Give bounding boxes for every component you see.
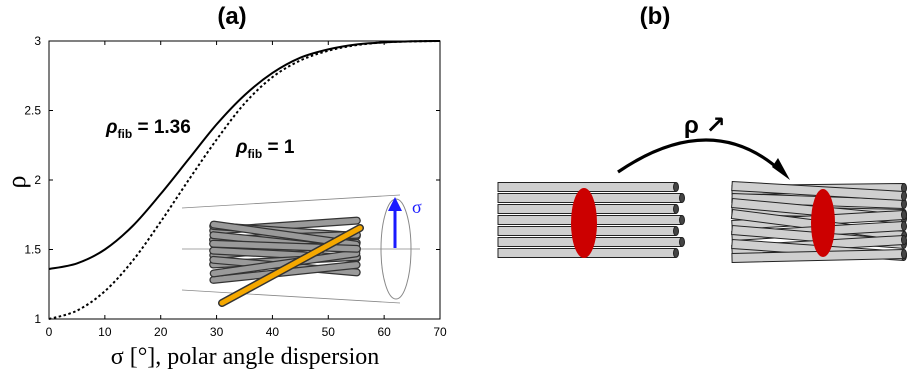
x-tick-label: 20: [154, 325, 168, 339]
panel-b-illustration: ρ ↗: [497, 112, 908, 264]
x-tick-label: 50: [322, 325, 336, 339]
solid-annotation-sub: fib: [118, 127, 133, 141]
series-line-rho-fib-1: [48, 40, 441, 320]
transition-arrow: [617, 138, 784, 174]
dotted-annotation-sub: fib: [248, 147, 263, 161]
transition-arrow-head: [772, 158, 790, 180]
panel-b-label: (b): [640, 3, 671, 30]
dispersed-fiber-end: [900, 191, 908, 201]
inset-fiber: [210, 250, 360, 277]
dotted-annotation-rho: ρ: [235, 137, 248, 158]
y-tick-label: 3: [34, 34, 41, 48]
inset-fiber: [210, 241, 360, 252]
series-layer: [48, 40, 441, 320]
x-axis-label: σ [°], polar angle dispersion: [111, 344, 379, 370]
cone-line-upper: [181, 194, 401, 209]
sigma-label: σ: [412, 197, 422, 217]
aligned-fiber-end: [673, 182, 679, 192]
sigma-arrow-head: [388, 197, 402, 211]
dotted-annotation-value: = 1: [262, 137, 295, 158]
x-tick-label: 60: [377, 325, 391, 339]
solid-series-annotation: ρfib = 1.36: [105, 117, 191, 141]
x-tick-label: 70: [433, 325, 447, 339]
y-tick-label: 2: [34, 173, 41, 187]
aligned-fiber-bundle: [497, 182, 685, 258]
aligned-fiber-end: [673, 204, 679, 214]
dispersed-fiber-end: [900, 210, 908, 220]
x-tick-label: 40: [266, 325, 280, 339]
density-increase-label: ρ ↗: [684, 112, 726, 139]
dispersed-fiber-end: [900, 221, 908, 231]
highlighted-fiber-fill: [219, 225, 363, 306]
y-tick-label: 1: [34, 312, 41, 326]
cone-line-lower: [181, 289, 401, 304]
x-axis-ticks: 0 10 20 30 40 50 60 70: [46, 41, 447, 339]
y-tick-label: 2.5: [24, 104, 41, 118]
fiber-dispersion-inset: σ: [181, 194, 422, 307]
cross-section-aligned: [571, 188, 597, 258]
dotted-series-annotation: ρfib = 1: [235, 137, 295, 161]
y-tick-label: 1.5: [24, 243, 41, 257]
aligned-fiber-end: [679, 237, 685, 247]
solid-annotation-value: = 1.36: [132, 117, 191, 138]
x-tick-label: 10: [98, 325, 112, 339]
solid-annotation-rho: ρ: [105, 117, 118, 138]
aligned-fiber-end: [673, 248, 679, 258]
aligned-fiber-end: [679, 215, 685, 225]
aligned-fiber-end: [679, 193, 685, 203]
panel-a-label: (a): [217, 3, 246, 30]
aligned-fiber-end: [673, 226, 679, 236]
y-axis-label: ρ: [2, 176, 31, 189]
chart-panel-a: 0 10 20 30 40 50 60 70 1 1.5 2 2.5 3 σ [°], polar a…: [2, 34, 447, 370]
fiber-bundle: [209, 216, 361, 284]
y-axis-ticks: 1 1.5 2 2.5 3: [24, 34, 440, 326]
cross-section-dispersed: [811, 189, 835, 257]
x-tick-label: 0: [46, 325, 53, 339]
dispersed-fiber-end: [900, 249, 908, 259]
x-tick-label: 30: [210, 325, 224, 339]
dispersed-fiber-end: [900, 235, 908, 245]
